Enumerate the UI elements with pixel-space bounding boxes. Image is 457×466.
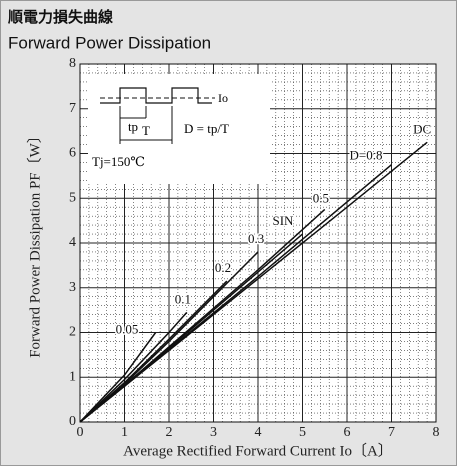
y-tick-label: 2 (69, 325, 76, 340)
x-tick-label: 0 (77, 425, 84, 440)
tp-label: tp (128, 119, 138, 134)
plot-frame (79, 63, 437, 423)
series-line (79, 280, 228, 423)
series-line (79, 332, 157, 423)
y-tick-label: 6 (69, 146, 76, 161)
tj-label: Tj=150℃ (92, 154, 145, 169)
lines (79, 141, 428, 423)
series-label: D=0.8 (350, 148, 383, 163)
series-label: 0.05 (116, 321, 139, 336)
x-tick-label: 3 (210, 425, 217, 440)
y-tick-label: 8 (69, 56, 76, 71)
y-tick-label: 0 (69, 414, 76, 429)
series-label: 0.3 (248, 231, 264, 246)
series-label: 0.5 (313, 190, 329, 205)
inset: Io tp T D = tp/T Tj=150℃ (88, 74, 270, 184)
chart-title: 順電力損失曲線 (7, 8, 113, 26)
series-label: DC (413, 121, 431, 136)
series-label: 0.2 (215, 260, 231, 275)
series-label: 0.1 (175, 291, 191, 306)
x-tick-label: 7 (388, 425, 395, 440)
t-label: T (142, 123, 150, 138)
x-axis-label: Average Rectified Forward Current Io〔A〕 (123, 442, 393, 459)
y-axis-label: Forward Power Dissipation PF〔W〕 (26, 128, 43, 358)
series-label: SIN (273, 213, 295, 228)
waveform (100, 87, 212, 104)
x-tick-label: 2 (166, 425, 173, 440)
series-line (79, 311, 188, 423)
y-tick-label: 3 (69, 280, 76, 295)
y-tick-label: 4 (69, 235, 76, 250)
y-tick-label: 7 (69, 101, 76, 116)
y-tick-label: 1 (69, 369, 76, 384)
x-tick-label: 6 (344, 425, 351, 440)
x-tick-label: 8 (433, 425, 440, 440)
duty-label: D = tp/T (184, 121, 229, 136)
io-label: Io (218, 91, 228, 105)
y-tick-label: 5 (69, 190, 76, 205)
x-tick-label: 1 (121, 425, 128, 440)
inset-box (88, 74, 270, 184)
x-tick-label: 4 (255, 425, 262, 440)
chart-subtitle: Forward Power Dissipation (8, 33, 211, 52)
x-tick-label: 5 (299, 425, 306, 440)
